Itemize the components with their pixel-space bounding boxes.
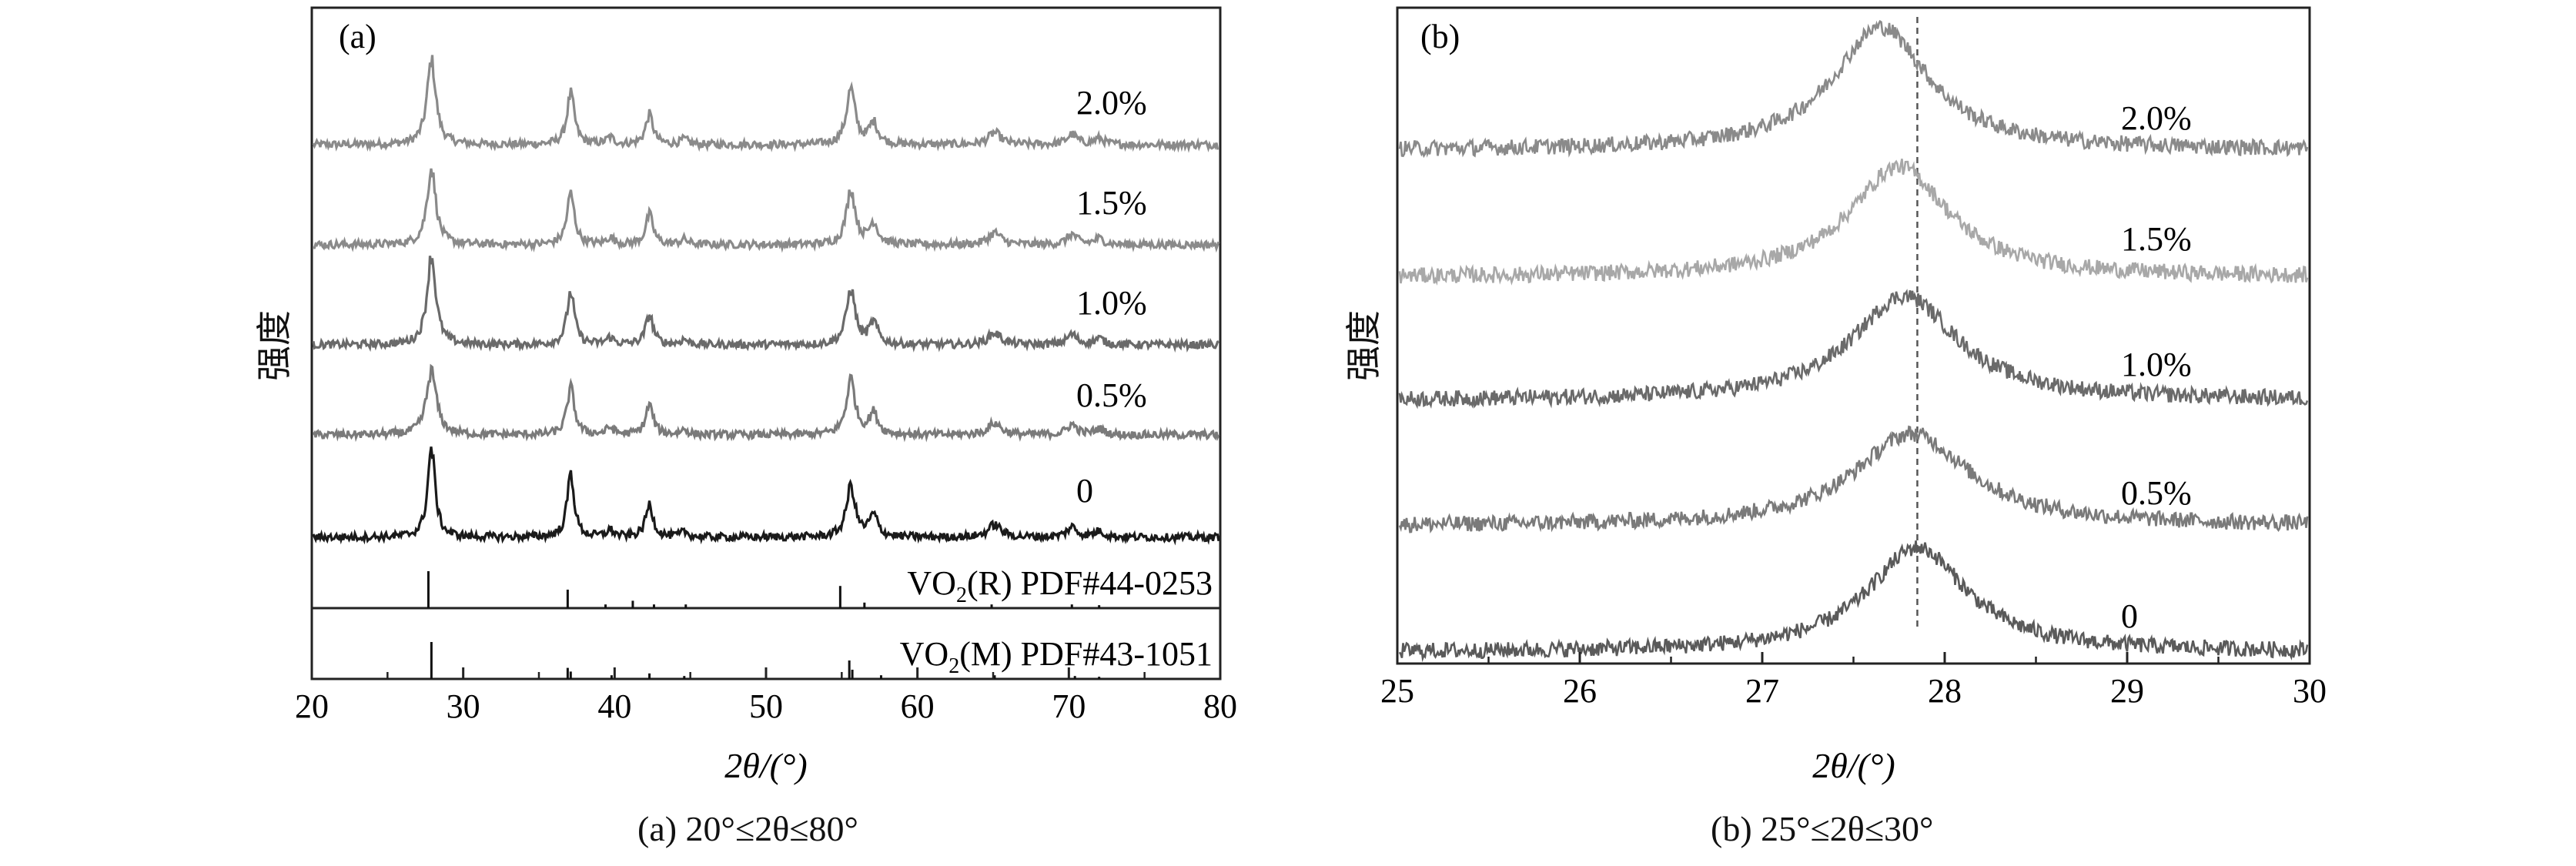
panel-b-series-line [1398,159,2309,286]
panel-b-x-tick-label: 28 [1928,672,1962,710]
panel-b-series-label: 1.0% [2121,346,2192,383]
panel-a-series-line [312,363,1220,443]
panel-a-caption: (a) 20°≤2θ≤80° [637,809,858,848]
panel-a-x-tick-label: 50 [749,687,783,725]
panel-b-series-line [1398,19,2309,159]
panel-b-series-line [1398,540,2309,663]
panel-a-x-tick-label: 40 [597,687,631,725]
panel-a-series-label: 1.5% [1076,184,1147,222]
panel-a-series-line [312,446,1220,546]
panel-a-series-label: 0 [1076,472,1093,510]
panel-a-series-label: 0.5% [1076,376,1147,414]
panel-a-x-tick-label: 30 [447,687,480,725]
panel-b-series-line [1398,289,2309,410]
panel-b-series-label: 0.5% [2121,474,2192,512]
panel-b-chart: (b) 2.0% 1.5% 1.0% 0.5% 0 25 26 27 28 29 30 2θ/(°… [1380,6,2327,785]
panel-a-series-line [312,256,1219,353]
panel-a-series-label: 1.0% [1076,284,1147,322]
panel-b-y-axis-label: 强度 [1344,310,1383,381]
panel-a-label: (a) [339,18,376,55]
panel-b-series-label: 2.0% [2121,99,2192,137]
panel-b-x-tick-label: 26 [1563,672,1597,710]
panel-a-series-label: 2.0% [1076,84,1147,122]
panel-a-series-line [312,55,1219,153]
panel-b-x-axis-label: 2θ/(°) [1812,746,1895,785]
panel-b-caption: (b) 25°≤2θ≤30° [1711,809,1934,848]
panel-b-label: (b) [1420,18,1460,55]
panel-a-x-tick-label: 70 [1052,687,1086,725]
panel-a-x-tick-label: 60 [901,687,935,725]
panel-a-chart: (a) 2.0% 1.5% 1.0% 0.5% 0 VO2(R) PDF#44-0253… [295,6,1237,785]
panel-b-x-tick-label: 25 [1380,672,1414,710]
panel-a-x-tick-label: 80 [1203,687,1237,725]
panel-a-series-line [313,168,1220,253]
panel-b-series-label: 1.5% [2121,220,2192,258]
panel-b-x-tick-label: 30 [2293,672,2327,710]
panel-a-x-tick-label: 20 [295,687,329,725]
panel-a-reference-label: VO2(M) PDF#43-1051 [900,635,1213,678]
panel-b-series-line [1398,425,2309,533]
panel-a-y-axis-label: 强度 [255,310,294,381]
panel-b-x-tick-label: 27 [1745,672,1779,710]
panel-a-reference-label: VO2(R) PDF#44-0253 [907,564,1213,607]
panel-b-series-label: 0 [2121,597,2138,635]
panel-b-x-tick-label: 29 [2110,672,2144,710]
panel-a-x-axis-label: 2θ/(°) [724,746,807,785]
